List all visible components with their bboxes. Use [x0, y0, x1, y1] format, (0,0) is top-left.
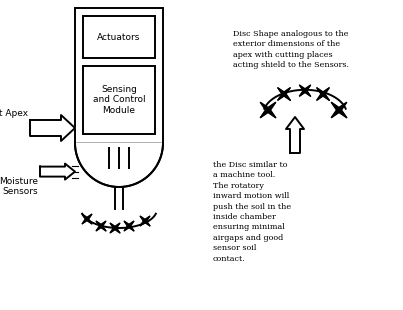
- Text: the Disc similar to
a machine tool.
The rotatory
inward motion will
push the soi: the Disc similar to a machine tool. The …: [213, 161, 291, 263]
- Polygon shape: [75, 143, 163, 187]
- Text: Sensing
and Control
Module: Sensing and Control Module: [93, 85, 145, 115]
- Polygon shape: [124, 221, 134, 231]
- Text: Disc Shape analogous to the
exterior dimensions of the
apex with cutting places
: Disc Shape analogous to the exterior dim…: [233, 30, 349, 69]
- Polygon shape: [299, 85, 311, 96]
- Text: Actuators: Actuators: [97, 33, 141, 42]
- Text: Moisture
Sensors: Moisture Sensors: [0, 177, 38, 196]
- Polygon shape: [82, 214, 92, 224]
- Bar: [83, 66, 155, 134]
- Text: Root Apex: Root Apex: [0, 109, 28, 118]
- Polygon shape: [286, 117, 304, 153]
- Polygon shape: [96, 221, 106, 231]
- Polygon shape: [278, 88, 291, 100]
- Bar: [75, 8, 163, 143]
- Polygon shape: [140, 216, 150, 226]
- Polygon shape: [260, 102, 276, 118]
- Polygon shape: [317, 88, 329, 100]
- Polygon shape: [110, 223, 120, 233]
- Polygon shape: [40, 164, 75, 179]
- Polygon shape: [30, 115, 75, 141]
- Polygon shape: [331, 102, 347, 118]
- Bar: [83, 16, 155, 58]
